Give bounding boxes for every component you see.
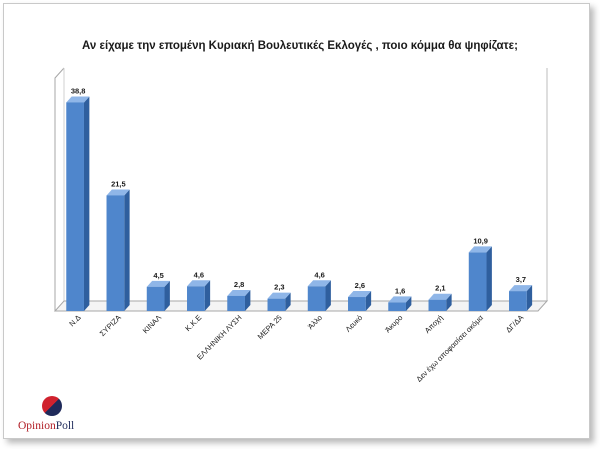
chart-floor xyxy=(53,300,549,312)
bar-top-6 xyxy=(267,292,291,299)
value-label-4: 4,6 xyxy=(194,270,204,279)
category-label-4: Κ.Κ.Ε xyxy=(183,313,203,333)
category-label-8: Λευκό xyxy=(344,313,365,334)
value-label-3: 4,5 xyxy=(153,271,163,280)
value-label-7: 4,6 xyxy=(314,270,324,279)
category-label-1: Ν.Δ xyxy=(67,313,82,328)
chart-frame xyxy=(3,3,590,439)
category-label-9: Άκυρο xyxy=(383,313,404,334)
bar-side-3 xyxy=(164,280,170,311)
bar-7 xyxy=(307,286,326,311)
value-label-8: 2,6 xyxy=(355,281,365,290)
category-label-12: ΔΓ/ΔΑ xyxy=(504,313,525,334)
value-labels: 38,8 21,5 4,5 4,6 2,8 2,3 4,6 2,6 1,6 2,1 10,9 3,7 xyxy=(71,86,526,295)
opinionpoll-logo: OpinionPoll xyxy=(18,394,118,438)
logo-mark-icon xyxy=(42,396,62,416)
bar-top-3 xyxy=(146,280,170,287)
bar-top-11 xyxy=(468,246,492,253)
bar-9 xyxy=(388,302,406,311)
bar-side-4 xyxy=(204,280,211,311)
chart-title: Αν είχαμε την επομένη Κυριακή Βουλευτικέ… xyxy=(82,40,518,52)
bar-11 xyxy=(468,252,487,311)
bar-top-1 xyxy=(66,96,90,103)
axes xyxy=(53,67,549,312)
bar-top-9 xyxy=(388,296,412,303)
bar-side-5 xyxy=(244,289,251,311)
bar-3 xyxy=(146,286,165,311)
category-label-10: Αποχή xyxy=(423,313,445,335)
bar-top-8 xyxy=(348,291,372,298)
bar-top-10 xyxy=(428,293,452,300)
bar-side-1 xyxy=(83,96,90,311)
bar-top-5 xyxy=(227,289,251,296)
bar-side-7 xyxy=(325,280,331,311)
value-label-5: 2,8 xyxy=(234,280,244,289)
logo-text: OpinionPoll xyxy=(18,420,74,432)
logo-word-opinion: Opinion xyxy=(18,420,56,432)
back-wall-left-edge xyxy=(54,67,65,311)
value-label-2: 21,5 xyxy=(111,179,126,188)
bar-top-12 xyxy=(509,285,533,292)
value-label-11: 10,9 xyxy=(473,236,488,245)
bar-side-2 xyxy=(124,189,130,311)
value-label-10: 2,1 xyxy=(435,284,445,293)
bar-5 xyxy=(227,295,245,311)
category-label-3: ΚΙΝΑΛ xyxy=(141,313,163,335)
bar-10 xyxy=(428,299,447,311)
bars xyxy=(66,96,533,311)
category-label-2: ΣΥΡΙΖΑ xyxy=(98,313,123,338)
bar-12 xyxy=(509,291,527,311)
bar-4 xyxy=(187,286,205,311)
bar-side-9 xyxy=(405,296,412,311)
bar-top-4 xyxy=(187,280,211,287)
category-label-7: Άλλο xyxy=(306,313,324,331)
value-label-6: 2,3 xyxy=(274,283,284,292)
bar-side-6 xyxy=(285,292,291,311)
value-label-1: 38,8 xyxy=(71,86,86,95)
value-label-12: 3,7 xyxy=(516,275,526,284)
bar-side-8 xyxy=(365,291,372,311)
bar-2 xyxy=(106,195,125,311)
bar-1 xyxy=(66,102,84,311)
value-label-9: 1,6 xyxy=(395,286,405,295)
bar-side-12 xyxy=(526,285,533,311)
category-label-6: ΜΕΡΑ 25 xyxy=(256,313,284,341)
bar-top-7 xyxy=(307,280,331,287)
bar-side-10 xyxy=(446,293,452,311)
bar-6 xyxy=(267,298,286,311)
bar-8 xyxy=(348,297,366,311)
category-label-11: Δεν έχω αποφασίσει ακόμα xyxy=(414,313,485,384)
bar-side-11 xyxy=(486,246,492,311)
bar-top-2 xyxy=(106,189,130,196)
logo-word-poll: Poll xyxy=(55,420,75,432)
